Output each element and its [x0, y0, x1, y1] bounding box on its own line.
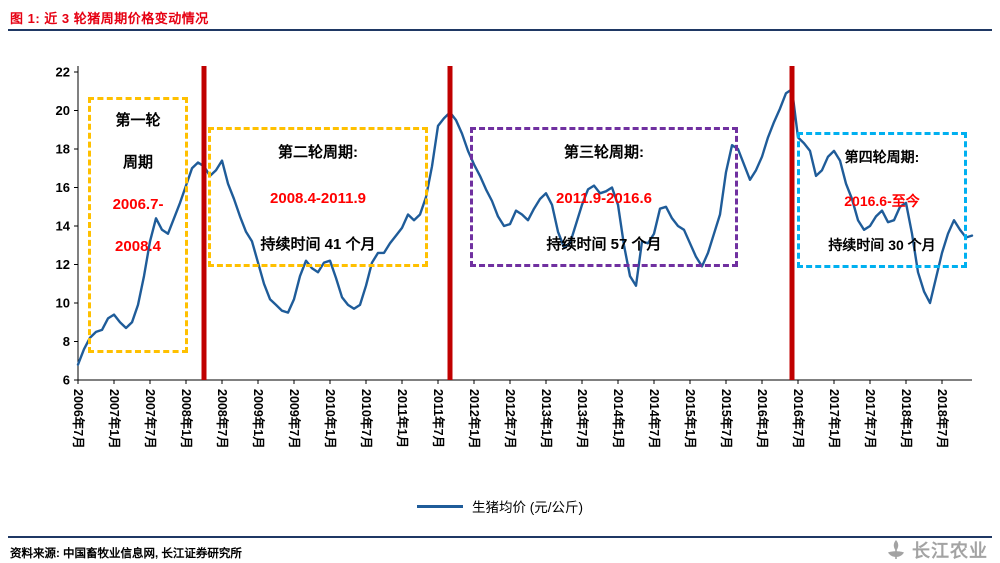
cycle4-duration: 持续时间 30 个月 [828, 237, 936, 253]
svg-text:2016年1月: 2016年1月 [755, 389, 770, 449]
cycle3-title: 第三轮周期: [564, 144, 644, 161]
svg-text:2007年1月: 2007年1月 [107, 389, 122, 449]
figure-title: 图 1: 近 3 轮猪周期价格变动情况 [10, 11, 209, 26]
brand-logo: 长江农业 [885, 537, 988, 563]
cycle3-range: 2011.9-2016.6 [556, 190, 652, 207]
svg-text:2008年1月: 2008年1月 [179, 389, 194, 449]
svg-text:10: 10 [56, 296, 70, 311]
svg-text:2014年1月: 2014年1月 [611, 389, 626, 449]
cycle3-annotation-box: 第三轮周期: 2011.9-2016.6 持续时间 57 个月 [470, 127, 738, 267]
svg-text:2008年7月: 2008年7月 [215, 389, 230, 449]
cycle2-duration: 持续时间 41 个月 [260, 236, 376, 253]
cycle1-label-line1: 第一轮 [115, 112, 161, 129]
svg-text:16: 16 [56, 180, 70, 195]
pig-price-line-chart: 6 8 10 12 14 16 18 20 22 2006年7月 2007年1月 2007年7月 200… [56, 65, 974, 449]
svg-text:2009年7月: 2009年7月 [287, 389, 302, 449]
brand-name: 长江农业 [912, 541, 988, 561]
legend-line-swatch [417, 504, 463, 508]
cycle1-annotation-box: 第一轮 周期 2006.7- 2008.4 [88, 97, 188, 353]
svg-text:2017年7月: 2017年7月 [863, 389, 878, 449]
svg-text:2010年7月: 2010年7月 [359, 389, 374, 449]
cycle4-range: 2016.6-至今 [844, 193, 920, 209]
svg-text:2016年7月: 2016年7月 [791, 389, 806, 449]
svg-text:2014年7月: 2014年7月 [647, 389, 662, 449]
svg-text:18: 18 [56, 142, 70, 157]
svg-text:2012年7月: 2012年7月 [503, 389, 518, 449]
svg-text:2012年1月: 2012年1月 [467, 389, 482, 449]
cycle2-annotation-box: 第二轮周期: 2008.4-2011.9 持续时间 41 个月 [208, 127, 428, 267]
svg-text:2011年1月: 2011年1月 [395, 389, 410, 448]
svg-text:2011年7月: 2011年7月 [431, 389, 446, 448]
cycle2-range: 2008.4-2011.9 [270, 190, 366, 207]
svg-text:8: 8 [63, 334, 70, 349]
cycle3-duration: 持续时间 57 个月 [546, 236, 662, 253]
svg-text:2018年7月: 2018年7月 [935, 389, 950, 449]
svg-text:14: 14 [56, 219, 71, 234]
svg-text:2013年1月: 2013年1月 [539, 389, 554, 449]
source-note: 资料来源: 中国畜牧业信息网, 长江证券研究所 [10, 548, 242, 560]
footer-divider [8, 536, 992, 538]
svg-text:12: 12 [56, 257, 70, 272]
svg-text:2017年1月: 2017年1月 [827, 389, 842, 449]
cycle1-range-line1: 2006.7- [112, 196, 164, 213]
svg-text:20: 20 [56, 103, 70, 118]
changjiang-logo-icon [888, 540, 904, 559]
cycle1-label-line2: 周期 [122, 154, 153, 171]
title-divider [8, 29, 992, 31]
svg-text:2018年1月: 2018年1月 [899, 389, 914, 449]
cycle4-title: 第四轮周期: [844, 149, 920, 165]
cycle2-title: 第二轮周期: [278, 144, 358, 161]
svg-text:2015年7月: 2015年7月 [719, 389, 734, 449]
legend-label: 生猪均价 (元/公斤) [472, 500, 583, 515]
svg-text:2009年1月: 2009年1月 [251, 389, 266, 449]
svg-text:2006年7月: 2006年7月 [71, 389, 86, 449]
svg-text:2013年7月: 2013年7月 [575, 389, 590, 449]
cycle4-annotation-box: 第四轮周期: 2016.6-至今 持续时间 30 个月 [797, 132, 967, 268]
cycle1-range-line2: 2008.4 [115, 238, 161, 255]
svg-text:2007年7月: 2007年7月 [143, 389, 158, 449]
svg-text:22: 22 [56, 65, 70, 80]
chart-legend: 生猪均价 (元/公斤) [0, 496, 1000, 516]
svg-text:6: 6 [63, 373, 70, 388]
svg-text:2015年1月: 2015年1月 [683, 389, 698, 449]
svg-text:2010年1月: 2010年1月 [323, 389, 338, 449]
